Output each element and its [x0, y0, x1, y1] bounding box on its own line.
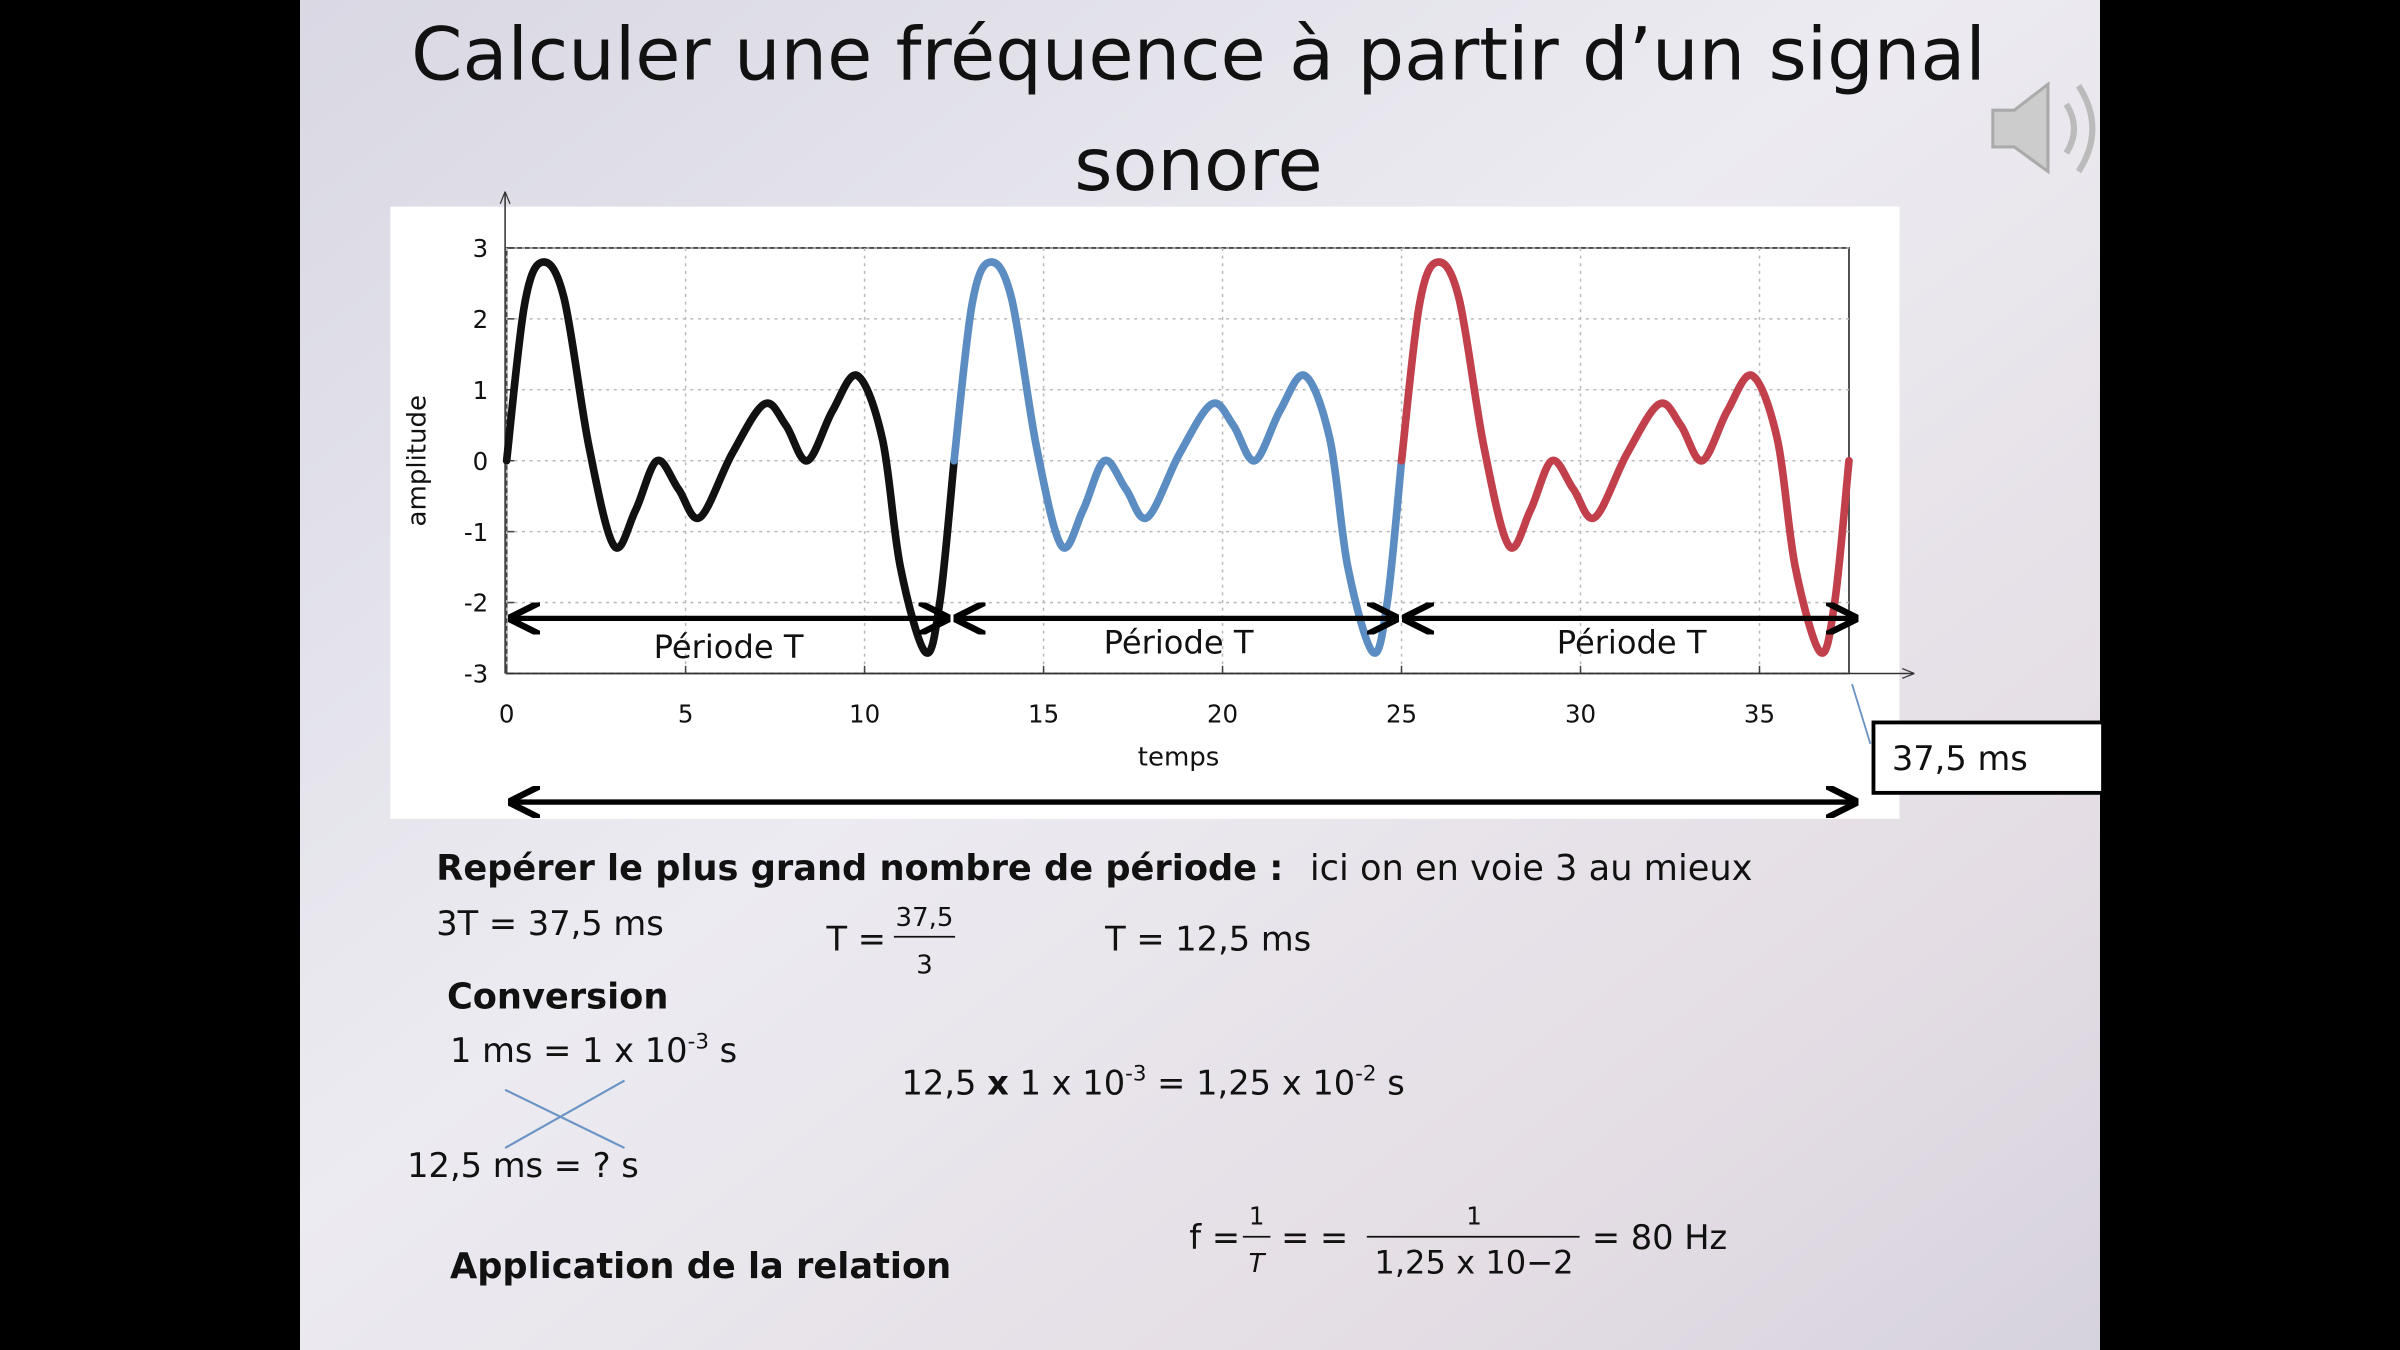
speaker-icon[interactable] — [1991, 81, 2096, 175]
y-tick-label: -3 — [464, 660, 488, 689]
equation: T = — [826, 920, 886, 959]
equation: 3T = 37,5 ms — [436, 904, 664, 943]
y-tick-label: 0 — [473, 447, 489, 476]
fraction-den: 3 — [916, 950, 933, 980]
fraction-num: 37,5 — [896, 903, 954, 933]
x-tick-label: 30 — [1565, 699, 1596, 728]
y-axis-label: amplitude — [403, 395, 433, 526]
x-tick-label: 10 — [849, 699, 880, 728]
step-text: Repérer le plus grand nombre de période … — [436, 848, 1752, 889]
x-tick-label: 35 — [1744, 699, 1775, 728]
signal-curve — [1397, 258, 1853, 657]
step-bold: Repérer le plus grand nombre de période … — [436, 848, 1283, 889]
text-part: = 1,25 x 10 — [1146, 1063, 1355, 1102]
step-rest: ici on en voie 3 au mieux — [1310, 848, 1753, 889]
y-tick-label: 2 — [473, 305, 489, 334]
fraction-den: T — [1249, 1249, 1267, 1279]
total-label: 37,5 ms — [1892, 739, 2028, 778]
x-tick-label: 15 — [1028, 699, 1059, 728]
formula: = = — [1281, 1218, 1348, 1257]
x-tick-label: 20 — [1207, 699, 1238, 728]
signal-curve — [950, 258, 1406, 657]
conversion-calc: 12,5 x 1 x 10-3 = 1,25 x 10-2 s — [902, 1062, 1405, 1103]
fraction-num: 1 — [1249, 1201, 1265, 1230]
title-line: Calculer une fréquence à partir d’un sig… — [411, 13, 1986, 98]
x-tick-label: 0 — [499, 699, 515, 728]
equation: T = 12,5 ms — [1104, 920, 1311, 959]
text-part: 1 ms = 1 x 10 — [450, 1031, 688, 1070]
total-box — [1871, 720, 2105, 795]
superscript: -3 — [688, 1029, 709, 1054]
formula: f = — [1189, 1218, 1240, 1257]
period-label: Période T — [654, 628, 804, 666]
signal-curve — [502, 258, 958, 657]
period-label: Période T — [1104, 624, 1254, 662]
text-part: s — [1377, 1063, 1405, 1102]
text-part: 12,5 — [902, 1063, 988, 1102]
period-label: Période T — [1557, 624, 1707, 662]
y-tick-label: 3 — [473, 234, 489, 263]
text-part: 1 x 10 — [1009, 1063, 1125, 1102]
y-tick-label: -1 — [464, 518, 488, 547]
superscript: -2 — [1355, 1062, 1376, 1087]
section-heading: Application de la relation — [450, 1246, 951, 1287]
x-tick-label: 25 — [1386, 699, 1417, 728]
chart-panel — [390, 206, 1900, 819]
pointer-line — [1851, 683, 1872, 745]
text-part: s — [709, 1031, 737, 1070]
formula: = 80 Hz — [1592, 1218, 1727, 1257]
fraction-num: 1 — [1466, 1201, 1482, 1230]
y-tick-label: 1 — [473, 376, 489, 405]
cross-arrows — [504, 1079, 626, 1149]
x-axis-label: temps — [1138, 742, 1220, 772]
title-line: sonore — [1074, 123, 1322, 208]
superscript: -3 — [1125, 1062, 1146, 1087]
conversion-line: 1 ms = 1 x 10-3 s — [450, 1029, 737, 1070]
fraction-den: 1,25 x 10−2 — [1374, 1243, 1573, 1281]
text-part: x — [987, 1063, 1009, 1102]
y-tick-label: -2 — [464, 589, 488, 618]
conversion-line: 12,5 ms = ? s — [407, 1146, 639, 1185]
x-tick-label: 5 — [678, 699, 694, 728]
section-heading: Conversion — [447, 977, 668, 1018]
